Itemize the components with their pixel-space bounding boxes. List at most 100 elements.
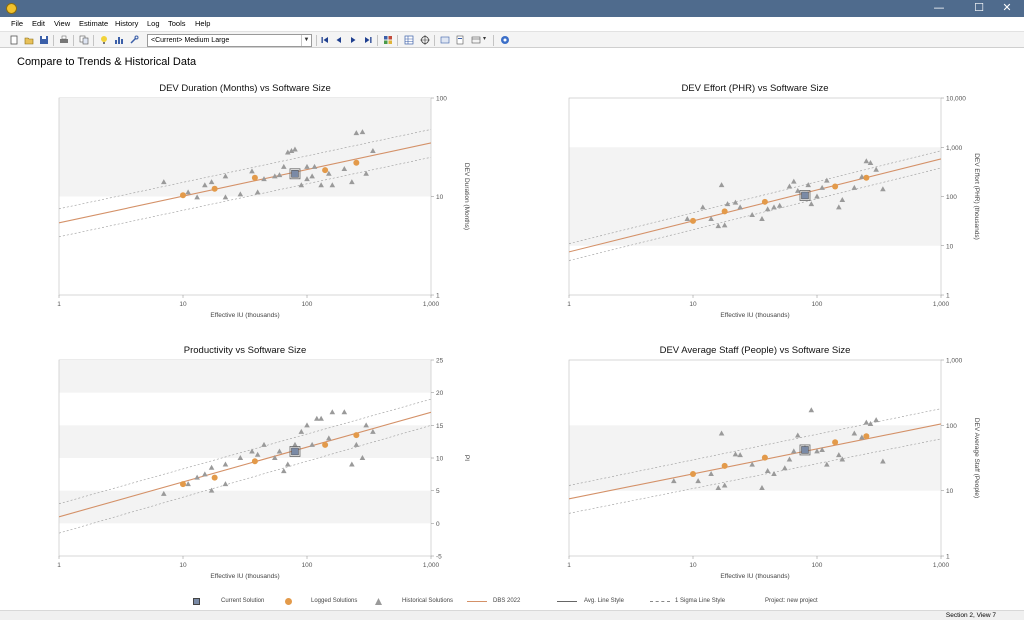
historical-point [208,487,215,493]
historical-point [353,441,360,447]
historical-point [749,212,755,218]
new-file-icon[interactable] [9,35,19,45]
historical-point [808,201,815,207]
chart-title: DEV Duration (Months) vs Software Size [159,83,331,94]
maximize-button[interactable]: ☐ [974,1,984,14]
historical-point [237,455,244,460]
historical-point [819,446,825,452]
historical-point [202,471,208,477]
save-icon[interactable] [39,35,49,45]
close-button[interactable]: ✕ [1002,1,1012,14]
chevron-down-icon[interactable]: ▼ [301,35,311,46]
historical-point [867,420,874,426]
historical-point [749,461,755,467]
menu-log[interactable]: Log [147,19,160,28]
historical-point [715,484,722,490]
historical-point [292,441,298,447]
dbs-line-swatch [467,601,487,602]
tools-icon[interactable] [129,35,139,45]
historical-point [759,215,765,221]
historical-point [329,409,336,415]
shaded-band [59,490,431,524]
historical-point [880,458,886,464]
lightbulb-icon[interactable] [99,35,109,45]
logged-point [251,174,258,181]
table-icon[interactable] [404,35,414,45]
historical-point [222,194,229,200]
y-tick-label: 100 [436,96,447,103]
first-page-icon[interactable] [320,35,330,45]
menu-view[interactable]: View [54,19,71,28]
menu-file[interactable]: File [11,19,24,28]
logged-point [322,167,329,174]
legend-sigma: 1 Sigma Line Style [675,598,726,604]
last-page-icon[interactable] [363,35,373,45]
y-tick-label: 100 [946,423,957,430]
logged-point [211,185,218,192]
chart-icon[interactable] [114,35,124,45]
y-tick-label: 1,000 [946,358,963,365]
menu-history[interactable]: History [115,19,139,28]
print-icon[interactable] [59,35,69,45]
x-tick-label: 10 [689,301,697,308]
historical-point [824,177,830,183]
help-icon[interactable] [500,35,510,45]
chevron-down-icon[interactable]: ▾ [483,36,487,42]
historical-point [284,461,291,467]
report-icon[interactable] [455,35,465,45]
menu-edit[interactable]: Edit [32,19,45,28]
historical-point [326,170,332,176]
view-size-select[interactable]: <Current> Medium Large ▼ [147,34,312,47]
y-tick-label: 15 [436,423,444,430]
historical-point [873,417,879,423]
historical-point [304,163,310,169]
logged-point [832,439,839,446]
export-icon[interactable] [440,35,450,45]
toolbar-separator [73,35,74,46]
historical-point [194,474,200,480]
shaded-band [59,360,431,393]
logged-point [832,183,839,190]
historical-point [304,176,310,182]
historical-point [695,478,701,484]
x-tick-label: 100 [302,301,313,308]
layout-dropdown-icon[interactable] [471,35,481,45]
menu-estimate[interactable]: Estimate [79,19,109,28]
grid-layout-icon[interactable] [383,35,393,45]
copy-icon[interactable] [79,35,89,45]
x-tick-label: 1 [567,301,571,308]
menu-help[interactable]: Help [195,19,211,28]
historical-point [363,422,369,428]
y-tick-label: 20 [436,390,444,397]
x-tick-label: 10 [179,562,187,569]
historical-point [718,182,725,188]
menu-tools[interactable]: Tools [168,19,186,28]
historical-point [839,196,846,202]
minimize-button[interactable]: — [933,1,945,14]
x-tick-label: 1,000 [423,301,440,308]
x-tick-label: 1,000 [933,562,950,569]
historical-point [202,182,208,188]
view-size-value: <Current> Medium Large [151,37,230,44]
historical-point [309,441,315,447]
previous-page-icon[interactable] [334,35,344,45]
y-tick-label: 25 [436,358,444,365]
chart-title: DEV Average Staff (People) vs Software S… [660,345,851,356]
current-point-frame [289,168,301,180]
historical-point [185,481,191,487]
y-tick-label: 10 [946,243,954,250]
next-page-icon[interactable] [348,35,358,45]
x-axis-label: Effective IU (thousands) [210,573,279,580]
logged-point [863,433,870,440]
x-tick-label: 1 [57,562,61,569]
historical-point [776,202,783,208]
open-folder-icon[interactable] [24,35,34,45]
y-axis-label: DEV Duration (Months) [463,163,470,230]
logged-point [251,458,258,465]
logged-point [761,198,768,205]
historical-point [341,166,348,172]
crosshair-icon[interactable] [420,35,430,45]
historical-point [808,407,815,413]
sigma-upper-line [59,129,431,210]
